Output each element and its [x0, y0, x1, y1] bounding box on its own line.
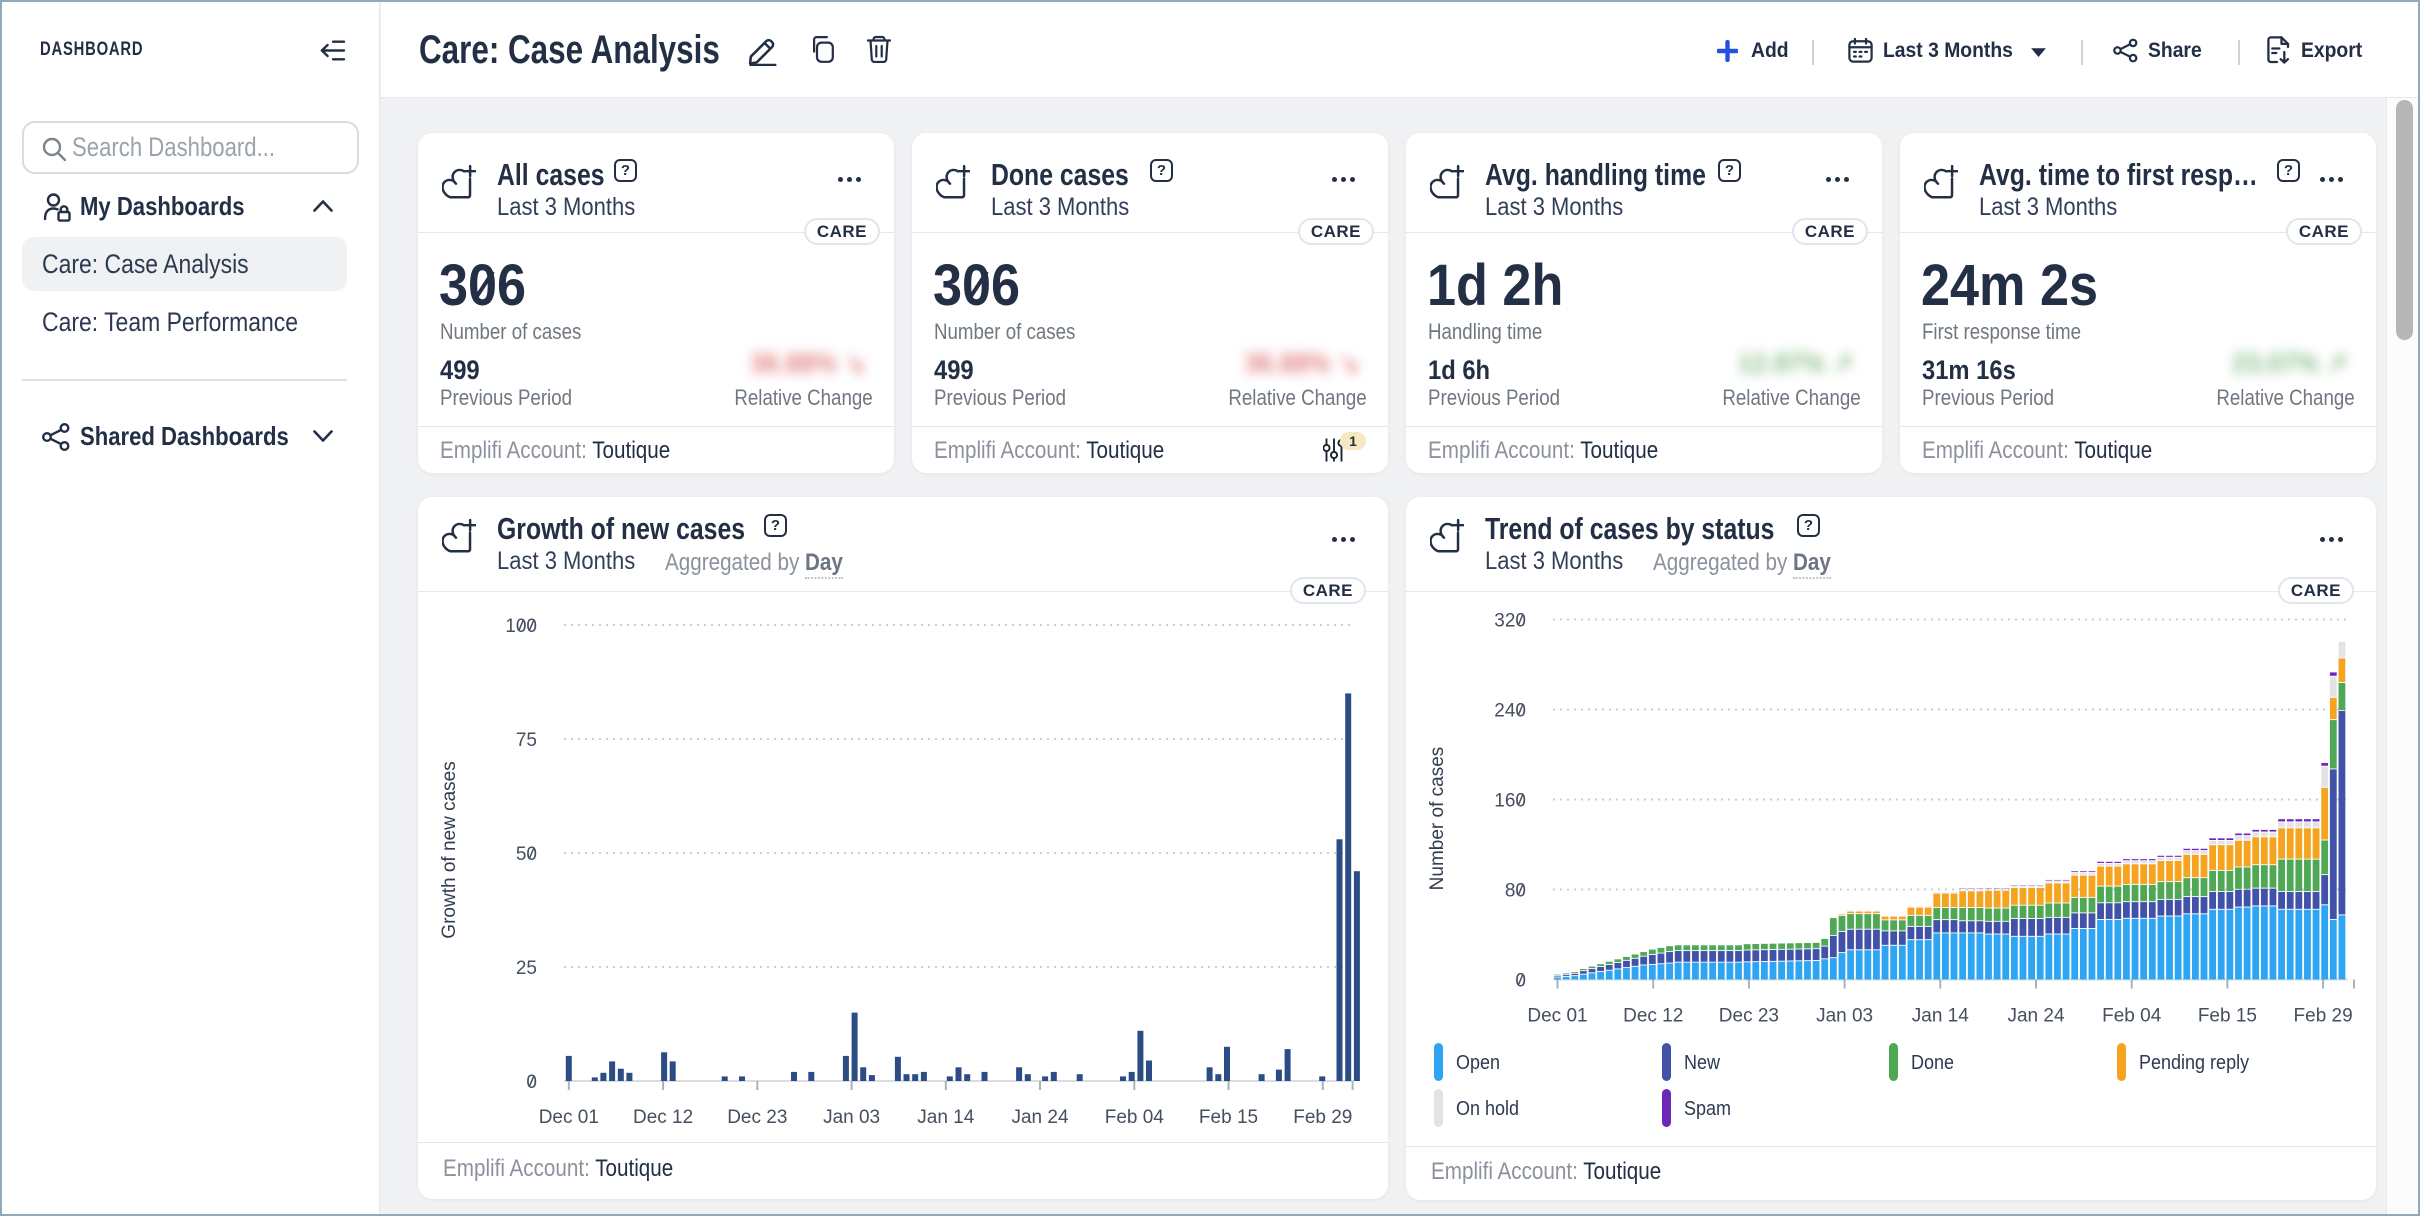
svg-text:Jan 14: Jan 14	[1912, 1006, 1969, 1027]
svg-text:Jan 24: Jan 24	[1011, 1107, 1068, 1128]
svg-text:25: 25	[516, 958, 537, 979]
svg-text:80: 80	[1505, 881, 1526, 902]
svg-text:Dec 01: Dec 01	[1527, 1006, 1587, 1027]
svg-text:50: 50	[516, 844, 537, 865]
svg-text:75: 75	[516, 730, 537, 751]
svg-text:Dec 23: Dec 23	[1719, 1006, 1779, 1027]
svg-text:320: 320	[1494, 611, 1526, 632]
svg-text:Feb 15: Feb 15	[2198, 1006, 2257, 1027]
svg-text:Feb 04: Feb 04	[2102, 1006, 2162, 1027]
svg-text:Feb 15: Feb 15	[1199, 1107, 1258, 1128]
svg-text:Dec 12: Dec 12	[633, 1107, 693, 1128]
svg-text:160: 160	[1494, 791, 1526, 812]
svg-text:Jan 03: Jan 03	[823, 1107, 880, 1128]
svg-text:Dec 23: Dec 23	[727, 1107, 787, 1128]
svg-text:Number of cases: Number of cases	[1427, 747, 1448, 891]
svg-text:Dec 12: Dec 12	[1623, 1006, 1683, 1027]
svg-text:Jan 03: Jan 03	[1816, 1006, 1873, 1027]
svg-text:240: 240	[1494, 701, 1526, 722]
svg-text:Jan 24: Jan 24	[2007, 1006, 2064, 1027]
svg-text:Feb 29: Feb 29	[2294, 1006, 2353, 1027]
svg-text:Feb 04: Feb 04	[1105, 1107, 1165, 1128]
svg-text:Growth of new cases: Growth of new cases	[439, 761, 460, 938]
svg-text:Dec 01: Dec 01	[539, 1107, 599, 1128]
svg-text:Jan 14: Jan 14	[917, 1107, 974, 1128]
svg-text:Feb 29: Feb 29	[1293, 1107, 1352, 1128]
